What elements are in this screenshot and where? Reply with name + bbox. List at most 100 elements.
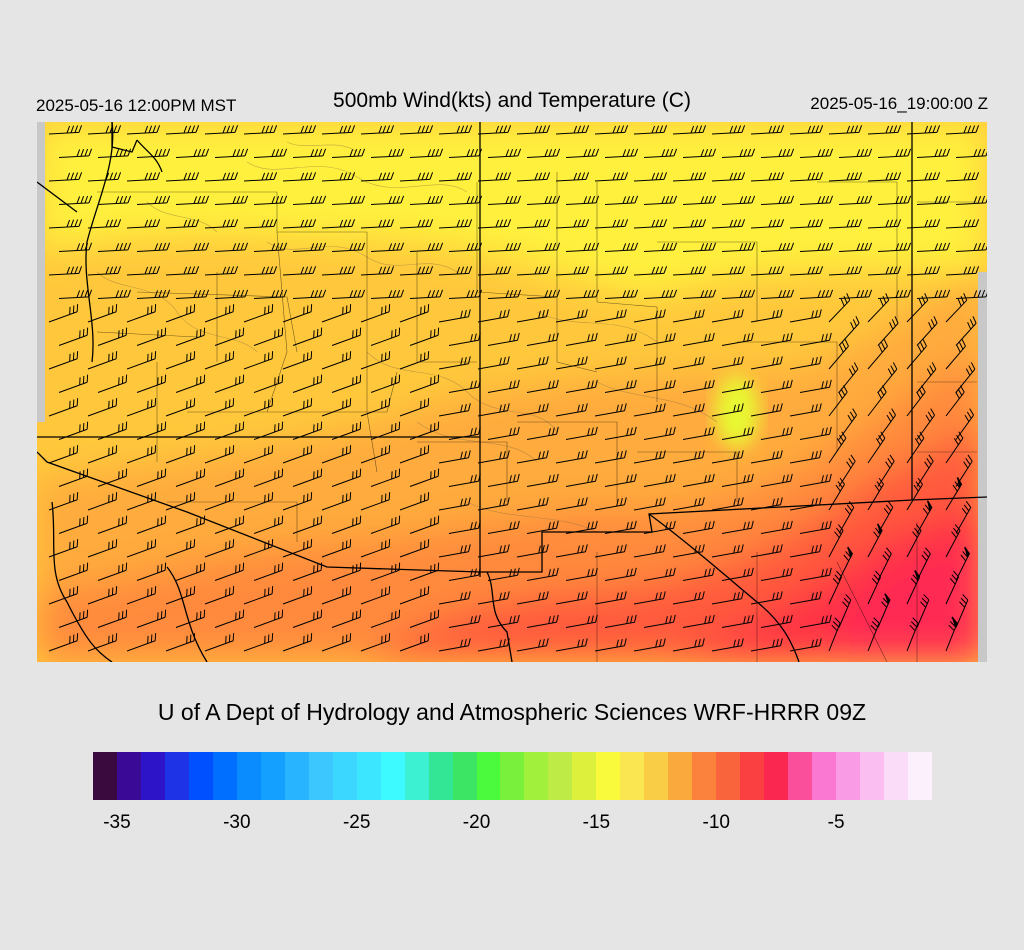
wind-barb: [48, 398, 79, 417]
wind-barb: [594, 544, 627, 558]
wind-barb: [370, 148, 405, 158]
wind-barb: [906, 339, 927, 370]
wind-barb: [828, 339, 849, 370]
wind-barb: [643, 567, 676, 581]
wind-barb: [87, 219, 122, 229]
wind-barb: [448, 332, 481, 346]
wind-barb: [916, 594, 930, 628]
wind-barb: [477, 266, 512, 276]
wind-barb: [799, 379, 832, 393]
wind-barb: [136, 468, 167, 487]
wind-barb: [214, 148, 249, 158]
wind-barb: [126, 172, 161, 182]
wind-barb: [399, 398, 430, 417]
wind-barb: [204, 445, 235, 464]
wind-barb: [175, 327, 206, 346]
wind-barb: [906, 293, 929, 323]
wind-barb: [604, 289, 639, 299]
wind-barb: [370, 515, 401, 534]
colorbar-swatch: [380, 752, 405, 800]
wind-barb: [516, 638, 549, 652]
wind-barb: [945, 219, 980, 229]
wind-barb: [321, 351, 352, 370]
wind-barb: [526, 242, 561, 252]
wind-barb: [760, 567, 793, 581]
wind-barb: [97, 468, 128, 487]
state-county-boundaries: [37, 122, 987, 662]
colorbar-swatch: [356, 752, 381, 800]
wind-barb: [58, 421, 89, 440]
wind-barb: [438, 219, 473, 229]
wind-barb: [448, 289, 483, 299]
wind-barb: [565, 289, 600, 299]
wind-barb: [253, 609, 284, 628]
wind-barb: [58, 289, 93, 299]
wind-barb: [799, 148, 834, 158]
wind-barb: [945, 570, 960, 605]
wind-barb: [633, 591, 666, 605]
wind-barb: [516, 266, 551, 276]
wind-barb: [87, 172, 122, 182]
wind-barb: [565, 332, 598, 346]
wind-barb: [477, 403, 510, 417]
wind-barb: [672, 125, 707, 135]
wind-barb: [370, 421, 401, 440]
wind-barb: [945, 524, 961, 558]
wind-barb: [594, 450, 627, 464]
wind-barb: [331, 289, 366, 299]
wind-barb: [204, 125, 239, 135]
wind-barb: [360, 492, 391, 511]
colorbar-swatch: [188, 752, 213, 800]
wind-barb: [643, 148, 678, 158]
wind-barb: [604, 379, 637, 393]
wind-barb: [906, 266, 941, 276]
wind-barb: [165, 172, 200, 182]
wind-barb: [360, 633, 391, 652]
wind-barb: [136, 562, 167, 581]
wind-barb: [565, 520, 598, 534]
wind-barb: [214, 562, 245, 581]
wind-barb: [165, 398, 196, 417]
colorbar-swatch: [740, 752, 765, 800]
colorbar-swatch: [812, 752, 837, 800]
wind-barb: [828, 293, 851, 323]
colorbar-tick-labels: -35 -30 -25 -20 -15 -10 -5: [0, 812, 1024, 838]
wind-barb: [867, 266, 902, 276]
wind-barb: [126, 586, 157, 605]
wind-barb: [87, 633, 118, 652]
wind-barb: [828, 125, 863, 135]
wind-barb: [370, 289, 405, 299]
wind-barb: [867, 570, 882, 605]
wind-barb: [292, 242, 327, 252]
wind-barb: [643, 614, 676, 628]
wind-barb: [516, 403, 549, 417]
wind-barb: [721, 426, 754, 440]
wind-barb: [711, 591, 744, 605]
wind-barb: [360, 539, 391, 558]
wind-barb: [292, 421, 323, 440]
wind-barb: [136, 289, 171, 299]
wind-barb: [555, 450, 588, 464]
wind-barb: [487, 614, 520, 628]
wind-barb: [48, 351, 79, 370]
wind-barb: [643, 520, 676, 534]
wind-barb: [321, 266, 356, 276]
colorbar-tick-label: -25: [342, 812, 371, 833]
wind-barb: [916, 195, 951, 205]
wind-barb: [760, 332, 793, 346]
wind-barb: [282, 351, 313, 370]
wind-barb: [594, 219, 629, 229]
wind-barb: [955, 289, 987, 299]
wind-barb: [87, 398, 118, 417]
wind-barb: [633, 497, 666, 511]
wind-barb: [87, 492, 118, 511]
wind-barb: [828, 570, 843, 605]
wind-barb: [282, 219, 317, 229]
wind-barb: [906, 524, 922, 558]
wind-barb: [58, 562, 89, 581]
wind-barb: [165, 445, 196, 464]
wind-barb: [243, 304, 274, 323]
colorbar-swatch: [212, 752, 237, 800]
wind-barb: [175, 289, 210, 299]
wind-barb: [165, 219, 200, 229]
